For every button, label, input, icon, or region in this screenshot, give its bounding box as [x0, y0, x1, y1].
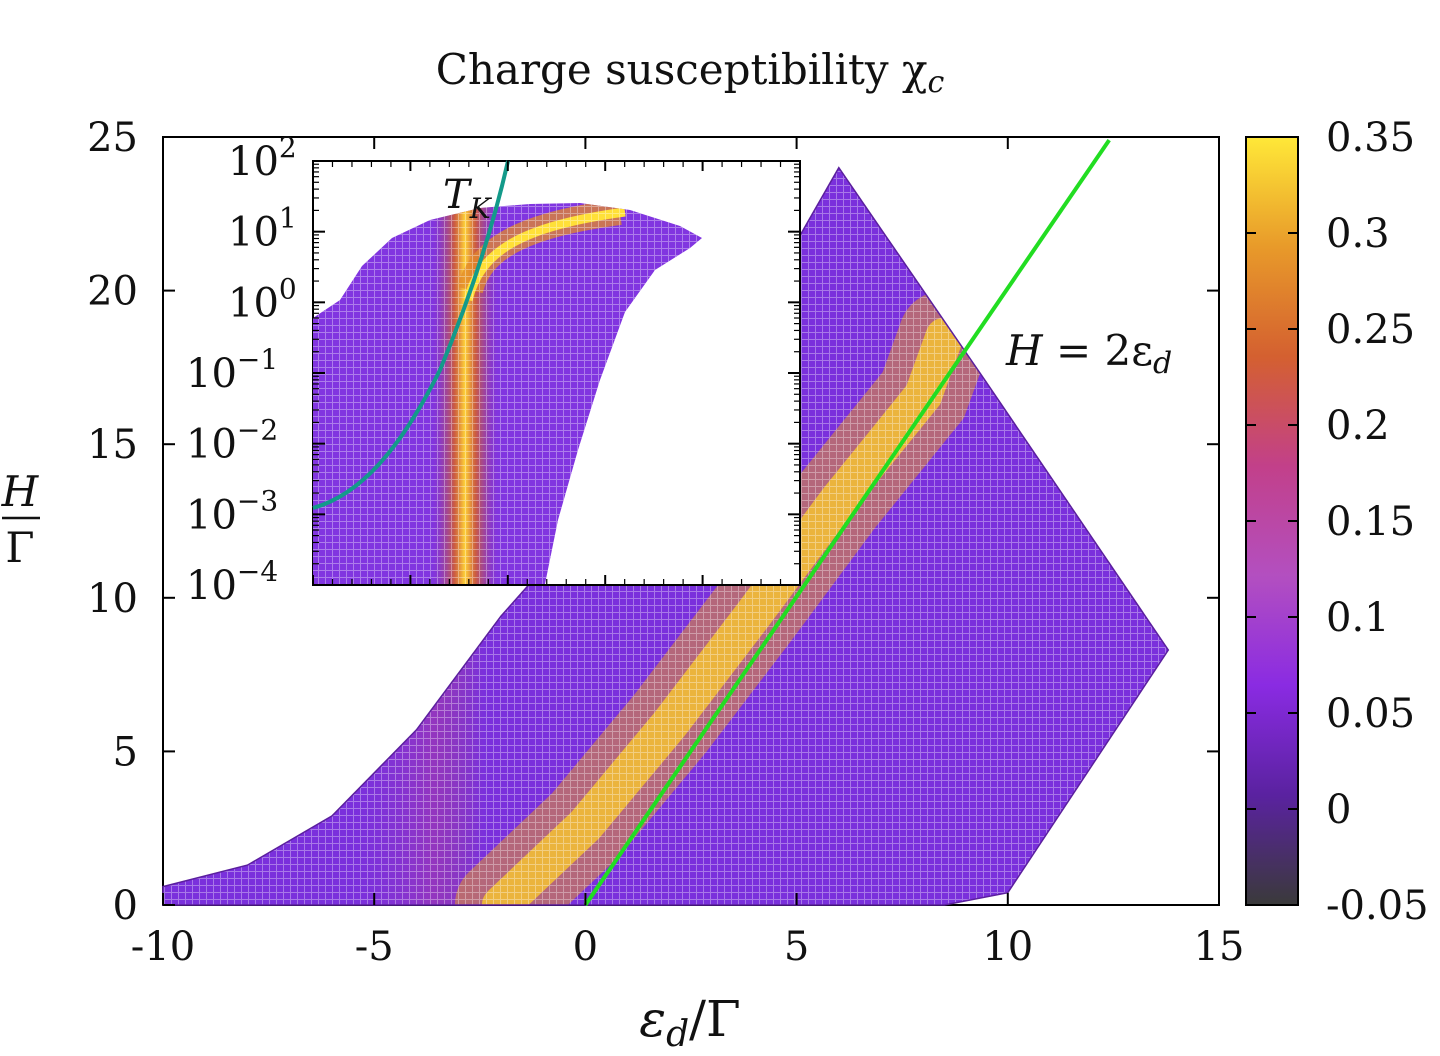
colorbar-tick-label: 0.1	[1326, 595, 1390, 641]
x-tick-label: 0	[573, 924, 598, 970]
y-tick-label: 0	[113, 883, 138, 929]
h-line-label: H = 2εd	[1005, 326, 1172, 381]
inset-plot: TK 102 101 100 10−1 10−2 10−3 10−4	[186, 131, 801, 609]
inset-y-tick-label: 10−1	[186, 343, 278, 397]
colorbar-tick-label: 0.15	[1326, 499, 1415, 545]
chart-title: Charge susceptibility χc	[436, 45, 945, 100]
x-tick-label: -5	[355, 924, 394, 970]
x-axis-ticks: -10 -5 0 5 10 15	[131, 137, 1245, 970]
inset-y-tick-label: 100	[228, 272, 297, 326]
x-tick-label: 5	[784, 924, 809, 970]
inset-y-tick-label: 101	[228, 202, 297, 256]
x-axis-label: εd/Γ	[639, 990, 740, 1055]
inset-y-tick-label: 102	[228, 131, 297, 185]
y-tick-label: 15	[87, 422, 138, 468]
colorbar-tick-label: 0.05	[1326, 691, 1415, 737]
inset-y-axis-ticks: 102 101 100 10−1 10−2 10−3 10−4	[186, 131, 800, 609]
inset-tk-curve	[312, 160, 510, 510]
inset-tk-label: TK	[443, 172, 493, 225]
x-tick-label: 10	[982, 924, 1033, 970]
y-axis-label-denominator: Γ	[5, 523, 34, 572]
colorbar-tick-label: 0	[1326, 787, 1351, 833]
x-tick-label: -10	[131, 924, 195, 970]
y-tick-label: 25	[87, 115, 138, 161]
inset-y-tick-label: 10−3	[186, 484, 278, 538]
y-tick-label: 20	[87, 269, 138, 315]
colorbar-tick-label: 0.3	[1326, 211, 1390, 257]
y-tick-label: 10	[87, 576, 138, 622]
y-axis-ticks: 0 5 10 15 20 25	[87, 115, 1219, 929]
y-axis-label-numerator: H	[1, 467, 40, 516]
colorbar-ticks: -0.05 0 0.05 0.1 0.15 0.2 0.25 0.3 0.35	[1246, 115, 1429, 929]
inset-y-tick-label: 10−2	[186, 414, 278, 468]
colorbar-tick-label: -0.05	[1326, 883, 1429, 929]
y-axis-label: H Γ	[1, 467, 40, 572]
colorbar-tick-label: 0.25	[1326, 307, 1415, 353]
colorbar-tick-label: 0.35	[1326, 115, 1415, 161]
colorbar-tick-label: 0.2	[1326, 403, 1390, 449]
h-equals-2eps-line	[583, 138, 1111, 907]
x-tick-label: 15	[1194, 924, 1245, 970]
inset-y-tick-label: 10−4	[186, 555, 278, 609]
y-tick-label: 5	[113, 729, 138, 775]
inset-x-axis-ticks	[312, 161, 801, 585]
